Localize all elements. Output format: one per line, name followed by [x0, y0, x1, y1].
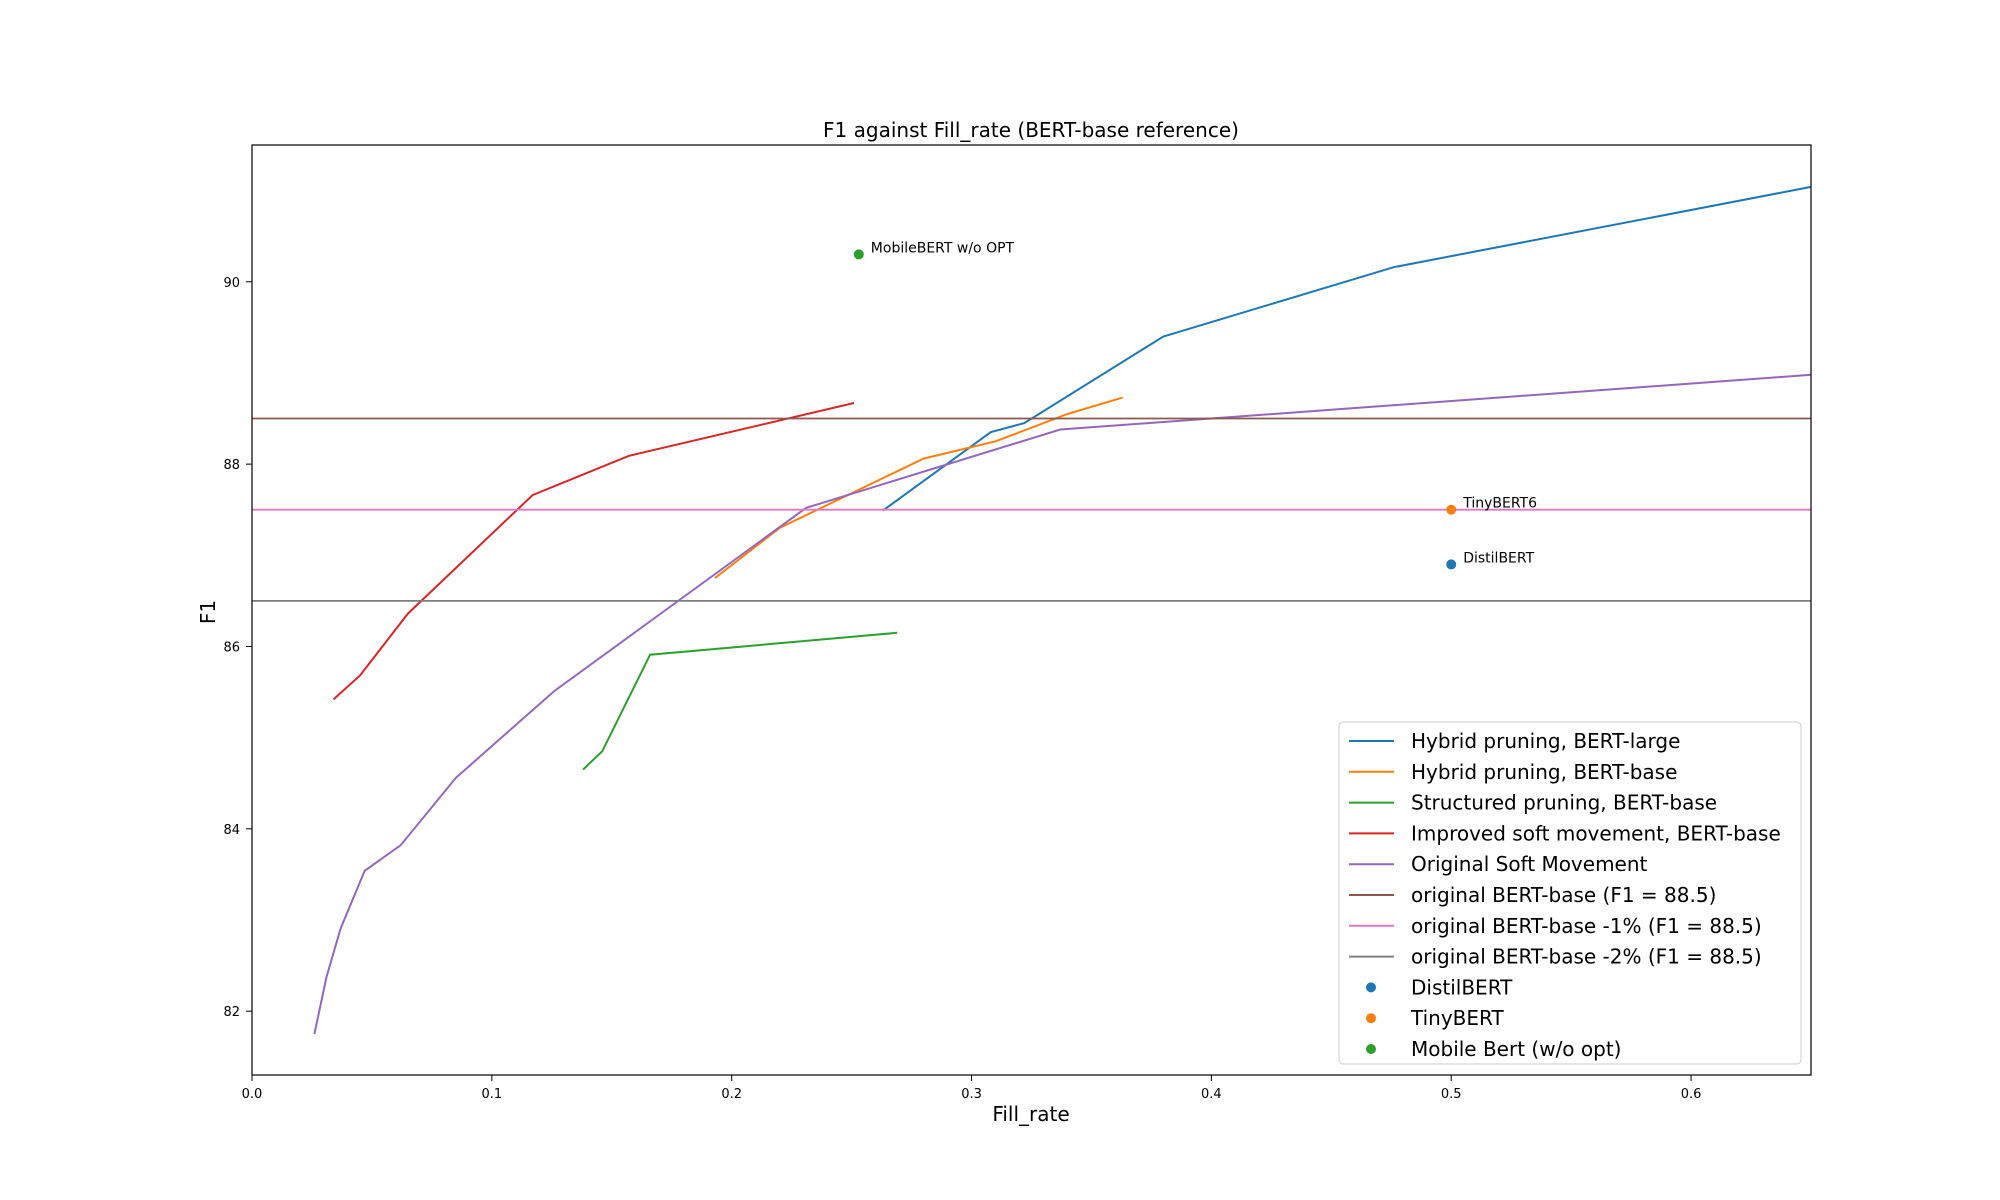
x-tick-label: 0.0: [242, 1087, 263, 1102]
annotation-mobile-bert-w-o-opt: MobileBERT w/o OPT: [871, 240, 1015, 256]
y-tick-label: 84: [223, 823, 240, 838]
legend-label-original-soft-movement: Original Soft Movement: [1411, 852, 1648, 876]
data-point-tinybert: [1446, 504, 1457, 515]
y-tick-label: 86: [223, 640, 240, 655]
legend-label-original-bert-base-1-f1-88-5: original BERT-base -1% (F1 = 88.5): [1411, 914, 1762, 938]
legend-label-hybrid-pruning-bert-large: Hybrid pruning, BERT-large: [1411, 729, 1680, 753]
point-annotations: DistilBERT TinyBERT6 MobileBERT w/o OPT: [871, 240, 1537, 566]
series-line-hybrid-pruning-bert-large: [882, 185, 1812, 512]
x-tick-label: 0.1: [482, 1087, 503, 1102]
plot-area: [252, 185, 1812, 1035]
legend-label-mobile-bert-w-o-opt: Mobile Bert (w/o opt): [1411, 1037, 1621, 1061]
legend-label-original-bert-base-2-f1-88-5: original BERT-base -2% (F1 = 88.5): [1411, 945, 1762, 969]
series-line-original-soft-movement: [313, 373, 1812, 1035]
series-line-hybrid-pruning-bert-base: [714, 396, 1123, 579]
legend-box: [1338, 721, 1802, 1065]
annotation-tinybert: TinyBERT6: [1462, 496, 1537, 512]
legend-marker-tinybert: [1366, 1013, 1376, 1024]
x-tick-label: 0.2: [721, 1087, 742, 1102]
y-tick-label: 82: [223, 1005, 240, 1020]
legend-marker-mobile-bert-w-o-opt: [1366, 1044, 1376, 1054]
plot-frame: [251, 144, 1812, 1076]
legend-label-original-bert-base-f1-88-5: original BERT-base (F1 = 88.5): [1411, 883, 1716, 907]
x-tick-label: 0.6: [1681, 1087, 1702, 1102]
data-point-mobile-bert-w-o-opt: [853, 249, 864, 260]
data-point-distilbert: [1446, 559, 1457, 570]
legend-label-improved-soft-movement-bert-base: Improved soft movement, BERT-base: [1411, 821, 1781, 845]
y-tick-label: 88: [223, 458, 240, 473]
chart-title: F1 against Fill_rate (BERT-base referenc…: [823, 118, 1239, 142]
x-tick-label: 0.3: [961, 1087, 982, 1102]
annotation-distilbert: DistilBERT: [1463, 550, 1534, 566]
x-tick-label: 0.4: [1201, 1087, 1222, 1102]
legend-label-tinybert: TinyBERT: [1410, 1006, 1504, 1030]
x-tick-label: 0.5: [1441, 1087, 1462, 1102]
series-line-structured-pruning-bert-base: [582, 631, 898, 771]
y-axis: 82 84 86 88 90: [223, 276, 252, 1020]
series-line-improved-soft-movement-bert-base: [332, 402, 855, 701]
legend-label-distilbert: DistilBERT: [1411, 975, 1513, 999]
legend-marker-distilbert: [1366, 982, 1376, 993]
legend-label-hybrid-pruning-bert-base: Hybrid pruning, BERT-base: [1411, 760, 1677, 784]
legend-label-structured-pruning-bert-base: Structured pruning, BERT-base: [1411, 791, 1717, 815]
x-axis: 0.0 0.1 0.2 0.3 0.4 0.5 0.6: [242, 1075, 1702, 1102]
y-tick-label: 90: [223, 276, 240, 291]
x-axis-label: Fill_rate: [992, 1102, 1069, 1126]
y-axis-label: F1: [196, 600, 220, 624]
legend: Hybrid pruning, BERT-large Hybrid pruning…: [1338, 721, 1802, 1065]
